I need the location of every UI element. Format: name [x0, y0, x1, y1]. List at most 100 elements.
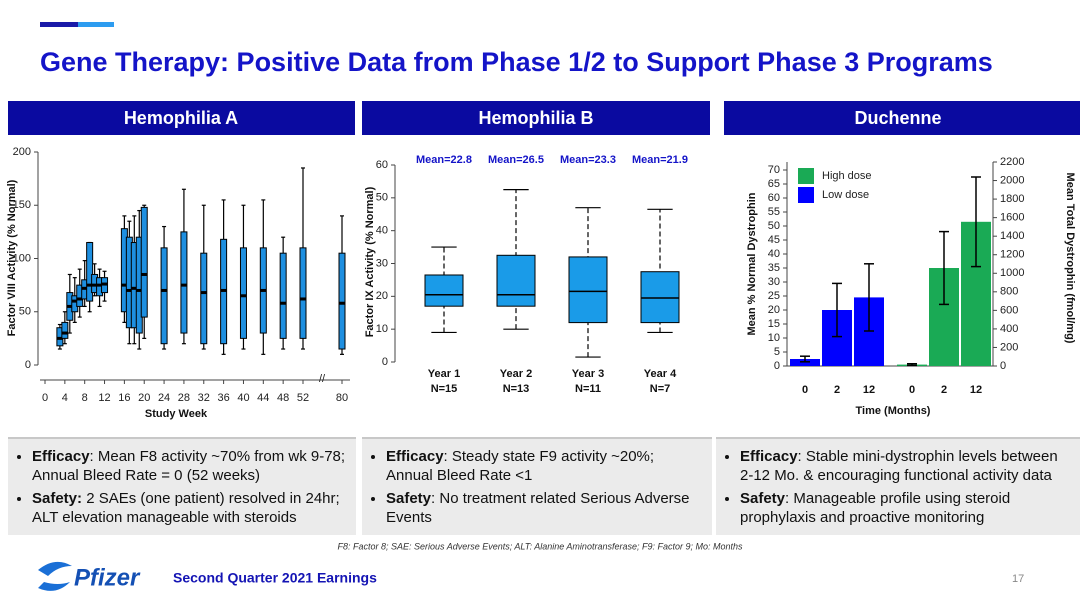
y-tick-label: 40 — [376, 225, 388, 237]
box — [200, 252, 208, 345]
annotation: Mean=23.3 — [560, 154, 616, 166]
bullet-text: : Steady state F9 activity ~20%; Annual … — [386, 448, 655, 484]
x-tick-label: 4 — [62, 392, 68, 404]
bullet-label: Efficacy — [740, 448, 798, 465]
bullet-box: Efficacy: Steady state F9 activity ~20%;… — [362, 437, 712, 535]
legend-label: High dose — [822, 170, 872, 182]
box — [424, 274, 464, 307]
y-tick-label: 0 — [1000, 360, 1006, 372]
annotation: Mean=22.8 — [416, 154, 472, 166]
y-tick-label: 40 — [768, 248, 780, 260]
slide-title: Gene Therapy: Positive Data from Phase 1… — [40, 47, 993, 77]
bullet-label: Safety — [740, 490, 786, 507]
x-tick-sublabel: N=11 — [575, 383, 601, 395]
bullet-label: Safety: — [32, 490, 83, 507]
y-axis-label: Factor IX Activity (% Normal) — [364, 186, 376, 337]
bullet-list: Efficacy: Stable mini-dystrophin levels … — [726, 447, 1072, 527]
y-tick-label: 0 — [382, 356, 388, 368]
bullet: Safety: 2 SAEs (one patient) resolved in… — [32, 489, 348, 527]
axis-break: // — [319, 373, 326, 385]
box — [338, 252, 346, 350]
y-tick-label: 600 — [1000, 304, 1018, 316]
box — [180, 231, 188, 334]
y-tick-label: 1600 — [1000, 212, 1024, 224]
footnote: F8: Factor 8; SAE: Serious Adverse Event… — [338, 541, 744, 551]
footer-text: Second Quarter 2021 Earnings — [173, 570, 377, 586]
x-tick-label: Year 2 — [500, 368, 532, 380]
y-tick-label: 2000 — [1000, 174, 1024, 186]
x-tick-label: 12 — [863, 384, 875, 396]
y-tick-label: 20 — [768, 304, 780, 316]
x-tick-label: 0 — [909, 384, 915, 396]
x-tick-label: 12 — [970, 384, 982, 396]
x-tick-label: 52 — [297, 392, 309, 404]
y-tick-label: 50 — [19, 306, 31, 318]
y-tick-label: 60 — [768, 192, 780, 204]
y-tick-label: 1000 — [1000, 267, 1024, 279]
y-tick-label: 45 — [768, 234, 780, 246]
x-tick-label: 2 — [941, 384, 947, 396]
bullet-text: 2 SAEs (one patient) resolved in 24hr; A… — [32, 490, 340, 526]
y-tick-label: 1400 — [1000, 230, 1024, 242]
bullet-label: Efficacy — [386, 448, 444, 465]
bullet-text: : Stable mini-dystrophin levels between … — [740, 448, 1058, 484]
x-tick-label: 80 — [336, 392, 348, 404]
y-tick-label: 1800 — [1000, 193, 1024, 205]
x-tick-label: 8 — [82, 392, 88, 404]
y-tick-label: 10 — [376, 323, 388, 335]
x-tick-label: 24 — [158, 392, 170, 404]
x-tick-label: Year 1 — [428, 368, 460, 380]
y-tick-label: 10 — [768, 332, 780, 344]
y-tick-label: 30 — [376, 257, 388, 269]
annotation: Mean=21.9 — [632, 154, 688, 166]
x-axis-label: Study Week — [145, 408, 208, 420]
y-tick-label: 70 — [768, 164, 780, 176]
x-tick-label: 20 — [138, 392, 150, 404]
bullet-list: Efficacy: Mean F8 activity ~70% from wk … — [18, 447, 348, 527]
bullet-text: : Manageable profile using steroid proph… — [740, 490, 1011, 526]
box — [86, 242, 94, 302]
bullet: Efficacy: Mean F8 activity ~70% from wk … — [32, 447, 348, 485]
y-tick-label: 65 — [768, 178, 780, 190]
bullet-box: Efficacy: Stable mini-dystrophin levels … — [716, 437, 1080, 535]
x-tick-sublabel: N=7 — [650, 383, 671, 395]
x-tick-label: 28 — [178, 392, 190, 404]
box — [61, 321, 69, 339]
y-tick-label: 30 — [768, 276, 780, 288]
panel-header: Duchenne — [854, 108, 941, 128]
x-tick-label: 12 — [98, 392, 110, 404]
box — [140, 206, 148, 318]
y-tick-label: 15 — [768, 318, 780, 330]
y-axis-label: Factor VIII Activity (% Normal) — [6, 179, 18, 336]
y-tick-label: 200 — [13, 146, 31, 158]
accent-bar — [78, 22, 114, 27]
x-tick-sublabel: N=13 — [503, 383, 530, 395]
bullet: Efficacy: Steady state F9 activity ~20%;… — [386, 447, 704, 485]
x-tick-label: 16 — [118, 392, 130, 404]
panel-header: Hemophilia B — [478, 108, 593, 128]
bullet-list: Efficacy: Steady state F9 activity ~20%;… — [372, 447, 704, 527]
y-tick-label: 25 — [768, 290, 780, 302]
y-tick-label: 50 — [768, 220, 780, 232]
legend-label: Low dose — [822, 189, 869, 201]
panel-header: Hemophilia A — [124, 108, 238, 128]
box — [239, 247, 247, 339]
x-tick-label: 0 — [802, 384, 808, 396]
bullet-text: : No treatment related Serious Adverse E… — [386, 490, 690, 526]
legend-swatch — [798, 187, 814, 203]
y-tick-label: 5 — [774, 346, 780, 358]
y-tick-label: 50 — [376, 192, 388, 204]
page-number: 17 — [1012, 573, 1024, 585]
x-tick-label: 32 — [198, 392, 210, 404]
y-tick-label: 0 — [774, 360, 780, 372]
x-tick-label: 36 — [217, 392, 229, 404]
x-tick-label: 2 — [834, 384, 840, 396]
y2-axis-label: Mean Total Dystrophin (fmol/mg) — [1064, 173, 1076, 344]
x-tick-label: 48 — [277, 392, 289, 404]
x-tick-sublabel: N=15 — [431, 383, 458, 395]
y-tick-label: 0 — [25, 359, 31, 371]
box — [160, 247, 168, 345]
box — [496, 254, 536, 307]
